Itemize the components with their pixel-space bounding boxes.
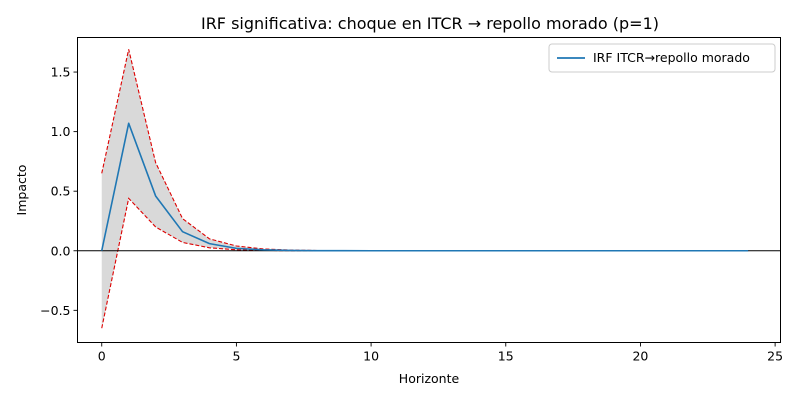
y-tick-label: 1.0 bbox=[51, 124, 71, 139]
legend-box bbox=[548, 43, 776, 73]
x-axis-label: Horizonte bbox=[399, 371, 460, 386]
y-axis-label: Impacto bbox=[14, 165, 29, 216]
plot-area bbox=[77, 49, 781, 329]
y-tick-label: −0.5 bbox=[40, 303, 70, 318]
y-tick-label: 1.5 bbox=[51, 65, 71, 80]
y-axis: −0.5 0.0 0.5 1.0 1.5 bbox=[40, 65, 78, 318]
legend-label: IRF ITCR→repollo morado bbox=[593, 50, 750, 65]
x-tick-label: 25 bbox=[767, 349, 783, 364]
x-tick-label: 10 bbox=[363, 349, 379, 364]
x-tick-label: 15 bbox=[498, 349, 514, 364]
x-axis: 0 5 10 15 20 25 bbox=[98, 342, 783, 364]
y-tick-label: 0.5 bbox=[51, 184, 71, 199]
chart-title: IRF significativa: choque en ITCR → repo… bbox=[201, 14, 659, 33]
irf-series-line bbox=[100, 122, 749, 252]
plot-frame bbox=[77, 37, 781, 343]
legend: IRF ITCR→repollo morado bbox=[548, 43, 776, 73]
y-tick-label: 0.0 bbox=[51, 243, 71, 258]
x-tick-label: 5 bbox=[232, 349, 240, 364]
x-tick-label: 20 bbox=[632, 349, 648, 364]
x-tick-label: 0 bbox=[98, 349, 106, 364]
